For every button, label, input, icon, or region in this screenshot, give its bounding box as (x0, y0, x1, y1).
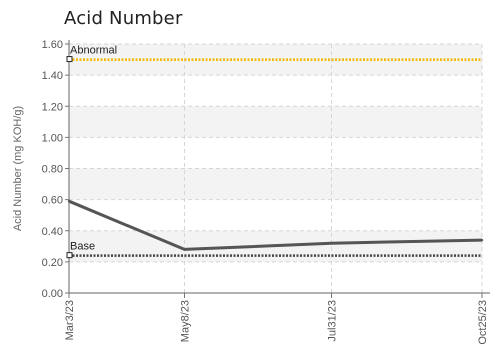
grid-band (69, 261, 482, 293)
reference-label-base: Base (70, 241, 95, 253)
x-tick-label: May8/23 (180, 300, 192, 342)
reference-marker-abnormal (66, 56, 73, 63)
y-tick-label: 1.60 (42, 39, 63, 51)
grid-band (69, 75, 482, 107)
data-point (67, 199, 71, 203)
y-tick-label: 0.20 (42, 257, 63, 269)
y-tick-label: 1.00 (42, 132, 63, 144)
series-line (68, 199, 483, 251)
reference-marker-base (66, 252, 73, 259)
x-tick-label: Mar3/23 (64, 300, 76, 340)
x-tick-label: Jul31/23 (327, 300, 339, 342)
y-tick-label: 1.20 (42, 101, 63, 113)
grid-band (69, 199, 482, 231)
y-tick-label: 0.80 (42, 164, 63, 176)
grid-band (69, 168, 482, 200)
y-tick-label: 0.40 (42, 226, 63, 238)
grid-band (69, 137, 482, 169)
x-tick-label: Oct25/23 (477, 300, 489, 345)
chart-title: Acid Number (64, 8, 183, 29)
y-tick-label: 0.00 (42, 288, 63, 300)
grid-band (69, 106, 482, 138)
data-point (480, 238, 484, 242)
y-tick-label: 0.60 (42, 195, 63, 207)
y-axis-label: Acid Number (mg KOH/g) (12, 106, 24, 231)
data-point (183, 248, 186, 251)
data-point (330, 242, 333, 245)
y-tick-label: 1.40 (42, 70, 63, 82)
reference-label-abnormal: Abnormal (70, 45, 117, 57)
